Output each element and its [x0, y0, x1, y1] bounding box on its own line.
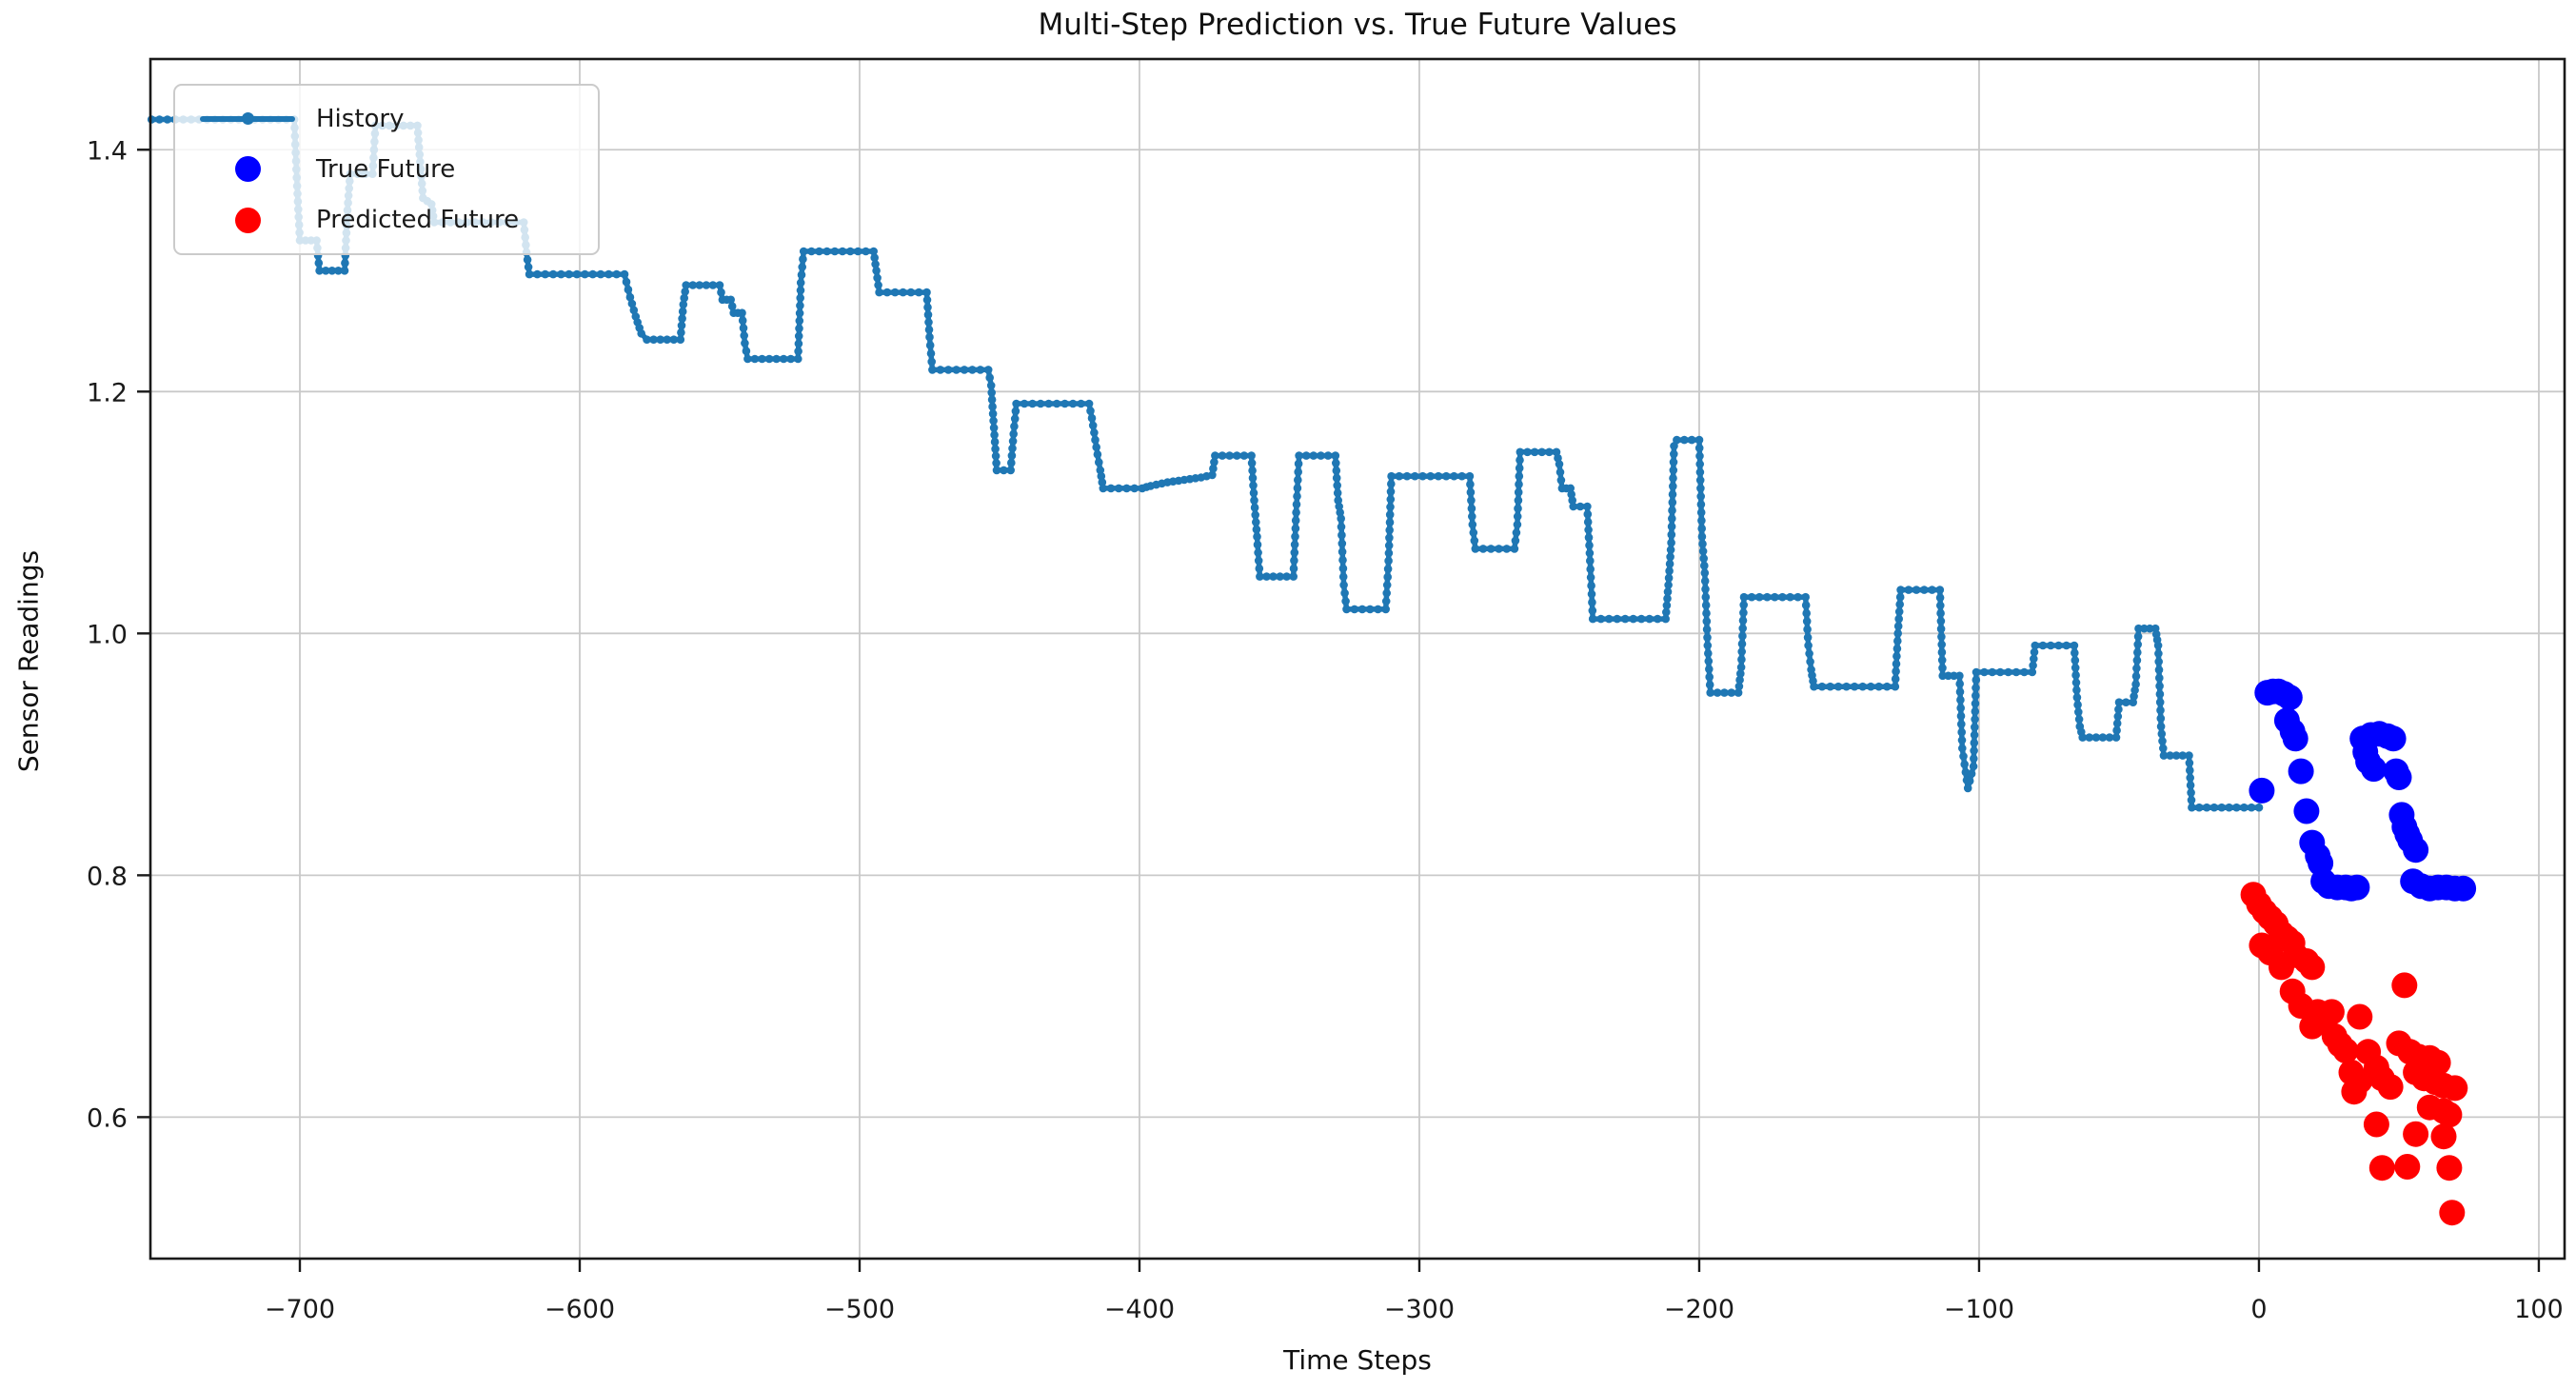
- x-tick-label: −700: [265, 1295, 335, 1324]
- legend-label-history: History: [316, 104, 405, 133]
- legend-label-true-future: True Future: [316, 154, 456, 184]
- predicted-future-point: [2430, 1123, 2457, 1150]
- x-tick-label: −600: [545, 1295, 615, 1324]
- legend-row-history: History: [175, 94, 598, 144]
- predicted-future-point: [2391, 972, 2418, 999]
- x-tick-label: −100: [1944, 1295, 2014, 1324]
- x-tick-label: −300: [1384, 1295, 1455, 1324]
- predicted-future-point: [2425, 1049, 2451, 1076]
- predicted-future-swatch: [200, 207, 295, 233]
- true-future-swatch: [200, 156, 295, 183]
- predicted-future-point: [2363, 1111, 2389, 1138]
- x-tick-label: −400: [1104, 1295, 1175, 1324]
- true-future-point: [2288, 758, 2314, 784]
- y-tick-label: 1.4: [87, 136, 128, 166]
- predicted-future-point: [2368, 1155, 2395, 1182]
- predicted-future-point: [2394, 1154, 2421, 1180]
- true-future-point: [2403, 837, 2429, 864]
- history-marker-icon: [242, 112, 254, 126]
- y-tick-label: 1.0: [87, 620, 128, 649]
- true-future-point: [2276, 685, 2303, 711]
- true-future-point: [2293, 798, 2320, 824]
- predicted-future-point: [2299, 954, 2326, 981]
- predicted-future-points: [2240, 882, 2468, 1226]
- chart-title: Multi-Step Prediction vs. True Future Va…: [1038, 8, 1677, 42]
- legend: History True Future Predicted Future: [173, 84, 600, 255]
- true-future-point: [2380, 725, 2407, 752]
- predicted-future-point: [2347, 1003, 2373, 1030]
- y-tick-label: 0.8: [87, 862, 128, 891]
- predicted-future-point: [2439, 1200, 2466, 1226]
- true-future-point: [2361, 756, 2387, 783]
- predicted-future-point: [2403, 1121, 2429, 1147]
- legend-row-predicted-future: Predicted Future: [175, 195, 598, 245]
- legend-row-true-future: True Future: [175, 145, 598, 194]
- true-future-point: [2344, 874, 2370, 901]
- predicted-future-point: [2442, 1075, 2468, 1102]
- predicted-future-point: [2436, 1155, 2463, 1182]
- predicted-future-point: [2332, 1038, 2359, 1063]
- true-future-point: [2282, 725, 2308, 752]
- true-future-point: [2386, 764, 2412, 790]
- predicted-future-dot-icon: [234, 207, 261, 233]
- true-future-point: [2450, 875, 2477, 902]
- true-future-point: [2249, 777, 2275, 804]
- y-tick-label: 0.6: [87, 1103, 128, 1133]
- predicted-future-point: [2377, 1074, 2404, 1101]
- x-tick-label: 0: [2250, 1295, 2267, 1324]
- x-tick-label: 100: [2514, 1295, 2564, 1324]
- true-future-dot-icon: [234, 156, 261, 183]
- y-axis-label: Sensor Readings: [12, 549, 45, 773]
- x-axis-label: Time Steps: [1283, 1344, 1432, 1376]
- predicted-future-point: [2436, 1102, 2463, 1128]
- predicted-future-point: [2318, 999, 2345, 1025]
- legend-label-predicted-future: Predicted Future: [316, 206, 520, 235]
- plot-frame: [149, 57, 2566, 1261]
- history-line-swatch: [200, 112, 295, 126]
- x-tick-label: −200: [1664, 1295, 1734, 1324]
- y-tick-label: 1.2: [87, 378, 128, 407]
- true-future-points: [2249, 678, 2477, 902]
- x-tick-label: −500: [824, 1295, 895, 1324]
